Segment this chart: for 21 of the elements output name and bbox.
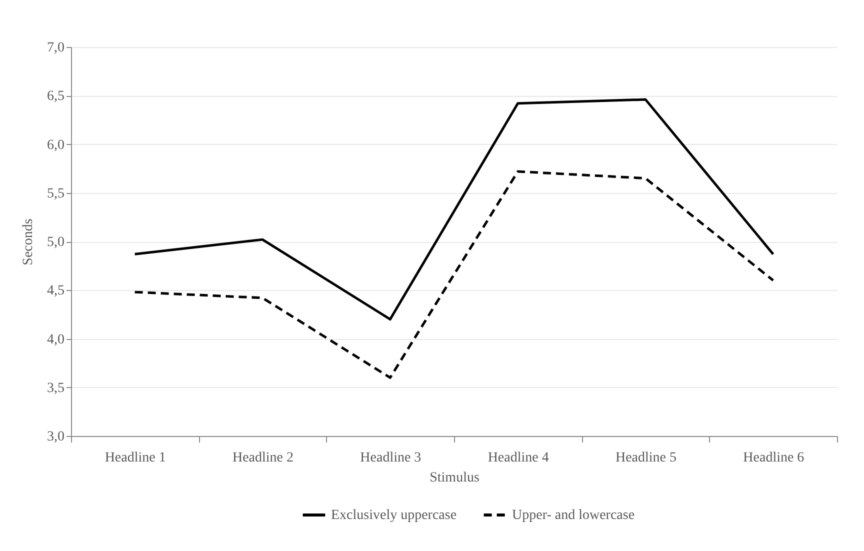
y-tick-label: 5,5 [47,186,64,202]
y-tick-label: 7,0 [47,40,64,56]
x-tick-label: Headline 1 [104,450,166,466]
y-tick-label: 5,0 [47,235,64,250]
x-tick-label: Headline 3 [360,450,422,466]
x-tick-label: Headline 4 [488,450,549,466]
y-tick-label: 4,0 [47,332,64,348]
y-tick-label: 3,5 [47,380,64,396]
y-tick-label: 6,5 [47,89,64,104]
y-axis-title: Seconds [21,218,36,266]
line-series [134,98,774,321]
y-tick-label: 4,5 [47,284,64,299]
x-axis-title: Stimulus [430,470,480,486]
x-tick-label: Headline 5 [615,450,677,466]
legend-label: Upper- and lowercase [512,508,635,523]
x-tick-label: Headline 2 [232,450,294,466]
x-tick-label: Headline 6 [743,450,804,466]
legend-label: Exclusively uppercase [331,508,457,523]
y-tick-label: 6,0 [47,138,64,153]
line-series [134,170,774,379]
y-tick-label: 3,0 [47,430,64,444]
